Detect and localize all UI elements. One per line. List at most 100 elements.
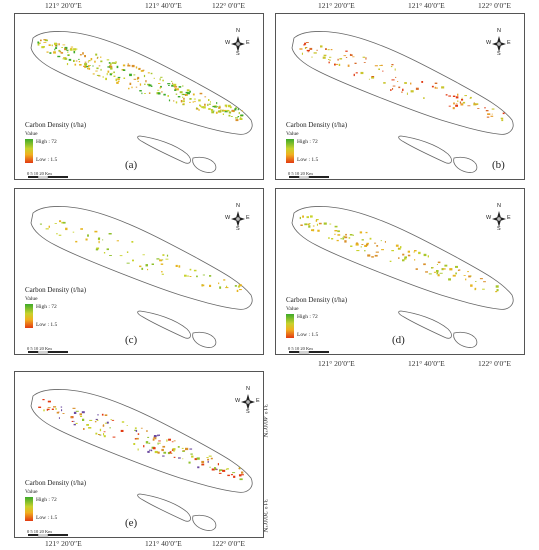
density-pixel [148, 442, 151, 444]
density-pixel [39, 223, 42, 225]
density-pixel [200, 105, 202, 108]
carbon-density-legend: Carbon Density (t/ha) Value High : 72 Low :… [25, 287, 86, 328]
density-pixel [141, 92, 143, 95]
density-pixel [375, 251, 379, 253]
density-pixel [484, 107, 486, 109]
density-pixel [457, 100, 459, 102]
density-pixel [230, 116, 233, 117]
density-pixel [152, 447, 156, 450]
density-pixel [355, 243, 359, 246]
density-pixel [344, 236, 348, 239]
density-pixel [106, 73, 108, 76]
density-pixel [380, 64, 383, 66]
density-pixel [348, 237, 351, 239]
density-pixel [122, 64, 126, 67]
density-pixel [88, 427, 92, 429]
density-pixel [172, 448, 176, 451]
density-pixel [194, 100, 196, 103]
density-pixel [230, 106, 233, 108]
density-pixel [213, 110, 215, 112]
density-pixel [239, 478, 243, 481]
density-pixel [79, 64, 82, 66]
density-pixel [48, 44, 51, 46]
density-pixel [495, 285, 499, 288]
density-pixel [85, 238, 88, 241]
density-pixel [160, 263, 164, 265]
density-pixel [171, 441, 174, 443]
sandbar-outline [137, 493, 191, 522]
density-pixel [201, 463, 205, 466]
density-pixel [238, 112, 240, 115]
density-pixel [55, 47, 58, 49]
density-pixel [445, 94, 448, 96]
density-pixel [452, 95, 456, 97]
legend-low-label: Low : 1.5 [36, 515, 58, 521]
density-pixel [139, 265, 142, 268]
density-pixel [183, 94, 185, 95]
density-pixel [73, 420, 75, 422]
density-pixel [78, 61, 81, 63]
legend-value-label: Value [25, 296, 38, 302]
density-pixel [145, 80, 147, 83]
density-pixel [328, 61, 330, 64]
density-pixel [202, 274, 205, 276]
compass-e-label: E [507, 40, 511, 46]
density-pixel [350, 245, 353, 247]
density-pixel [47, 400, 51, 403]
panel-label: (d) [392, 334, 405, 346]
density-pixel [156, 258, 160, 260]
density-pixel [150, 449, 153, 452]
island-outline [30, 389, 253, 493]
density-pixel [198, 99, 201, 102]
density-pixel [329, 223, 332, 225]
lon-label-121-20-top-left: 121° 20′0″E [45, 1, 82, 10]
density-pixel [120, 429, 124, 432]
density-pixel [382, 70, 384, 72]
density-pixel [192, 93, 195, 96]
density-pixel [182, 450, 185, 452]
density-pixel [401, 91, 403, 93]
density-pixel [394, 68, 396, 71]
density-pixel [216, 468, 218, 471]
density-pixel [436, 264, 438, 265]
density-pixel [349, 54, 353, 56]
density-pixel [209, 275, 212, 277]
density-pixel [61, 409, 63, 412]
density-pixel [197, 466, 200, 469]
density-pixel [384, 241, 386, 243]
panel-label: (c) [125, 334, 138, 346]
density-pixel [131, 64, 135, 68]
density-pixel [170, 452, 173, 454]
density-pixel [73, 51, 76, 54]
density-pixel [174, 89, 177, 91]
density-pixel [62, 58, 66, 60]
density-pixel [134, 438, 138, 440]
density-pixel [60, 406, 63, 408]
panel-label: (b) [492, 159, 505, 171]
legend-low-label: Low : 1.5 [297, 157, 319, 163]
density-pixel [402, 253, 405, 256]
density-pixel [189, 101, 191, 103]
density-pixel [361, 244, 364, 245]
density-pixel [147, 268, 149, 271]
lon-label-121-20-top-right: 121° 20′0″E [318, 1, 355, 10]
density-pixel [214, 105, 217, 107]
density-pixel [364, 244, 368, 247]
density-pixel [308, 225, 311, 228]
density-pixel [366, 242, 369, 245]
density-pixel [209, 284, 212, 287]
density-pixel [161, 271, 163, 273]
density-pixel [172, 82, 174, 85]
density-pixel [218, 472, 222, 474]
density-pixel [453, 102, 455, 105]
density-pixel [316, 223, 318, 226]
chongming-island-map [30, 389, 253, 531]
density-pixel [328, 237, 330, 239]
legend-value-label: Value [286, 306, 299, 312]
density-pixel [391, 250, 394, 252]
density-pixel [431, 85, 434, 88]
density-pixel [117, 76, 121, 79]
density-pixel [173, 83, 177, 86]
density-pixel [467, 105, 471, 107]
density-pixel [337, 230, 340, 233]
